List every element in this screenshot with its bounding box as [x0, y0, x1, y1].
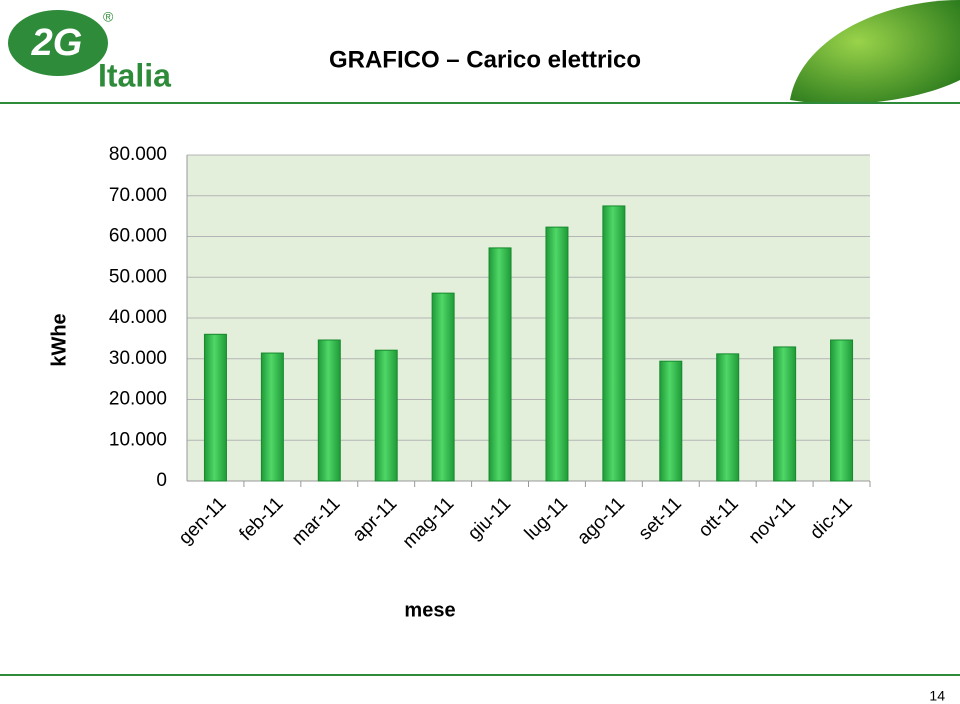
- x-tick-label: mar-11: [288, 493, 344, 549]
- y-tick-label: 30.000: [109, 348, 167, 369]
- x-tick-label: lug-11: [521, 493, 572, 544]
- x-tick-label: mag-11: [399, 493, 458, 552]
- bar: [659, 360, 683, 482]
- page-number: 14: [929, 688, 945, 704]
- y-axis-label: kWhe: [48, 313, 70, 366]
- bar: [260, 352, 284, 482]
- x-tick-label: nov-11: [745, 493, 800, 548]
- bar: [773, 346, 797, 482]
- y-tick-label: 60.000: [109, 226, 167, 247]
- y-tick-label: 50.000: [109, 266, 167, 287]
- bar: [488, 247, 512, 482]
- y-tick-label: 40.000: [109, 307, 167, 328]
- slide-title: GRAFICO – Carico elettrico: [329, 46, 641, 73]
- x-tick-label: dic-11: [806, 493, 856, 543]
- bar: [602, 205, 626, 482]
- y-tick-label: 10.000: [109, 429, 167, 450]
- leaf-decoration: [790, 0, 960, 104]
- bar: [317, 339, 341, 482]
- x-tick-label: gen-11: [175, 493, 231, 549]
- x-tick-label: feb-11: [236, 493, 288, 545]
- bar: [545, 226, 569, 482]
- y-tick-label: 70.000: [109, 185, 167, 206]
- bar: [374, 349, 398, 482]
- y-tick-label: 80.000: [109, 144, 167, 165]
- x-tick-label: set-11: [635, 493, 686, 544]
- bar: [431, 292, 455, 482]
- x-axis-label: mese: [404, 599, 455, 621]
- x-tick-label: ago-11: [573, 493, 629, 549]
- x-tick-label: giu-11: [464, 493, 515, 544]
- logo-mark: 2G: [31, 22, 83, 64]
- bar: [203, 333, 227, 482]
- x-tick-label: apr-11: [349, 493, 402, 546]
- y-tick-label: 20.000: [109, 389, 167, 410]
- logo-text: Italia: [98, 57, 171, 93]
- logo-registered: ®: [103, 9, 114, 25]
- bar: [830, 339, 854, 482]
- logo-oval: [8, 10, 108, 76]
- bar: [716, 353, 740, 482]
- y-tick-label: 0: [156, 470, 167, 491]
- x-tick-label: ott-11: [695, 493, 743, 541]
